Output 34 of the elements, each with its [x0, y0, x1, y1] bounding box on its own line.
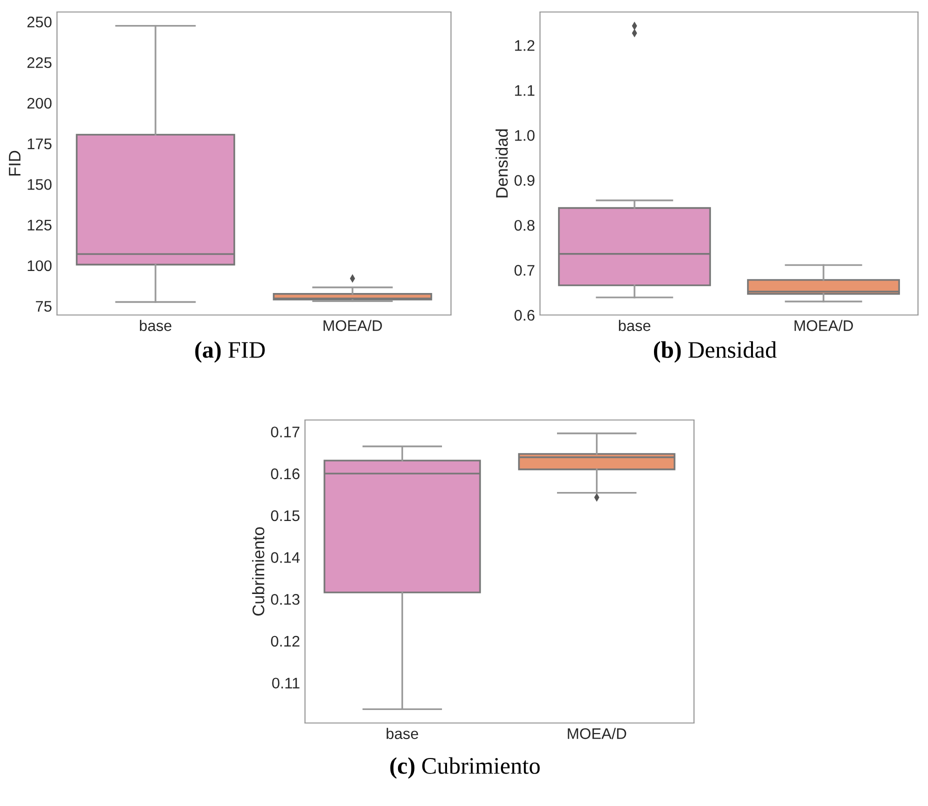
- y-tick-label: 0.7: [514, 264, 534, 276]
- x-tick-label: MOEA/D: [324, 320, 382, 332]
- y-tick-label: 225: [27, 57, 52, 68]
- x-tick-label: base: [386, 728, 418, 740]
- y-tick-label: 250: [27, 16, 52, 28]
- text: (c) Cubrimiento: [390, 757, 540, 779]
- x-tick-label: MOEA/D: [794, 320, 853, 332]
- y-tick-label: 0.17: [271, 426, 300, 438]
- y-axis-title: Densidad: [496, 129, 508, 198]
- x-tick-label: base: [140, 320, 172, 332]
- y-tick-label: 0.9: [514, 175, 534, 186]
- y-tick-label: 150: [28, 179, 52, 190]
- y-tick-label: 0.6: [514, 310, 534, 321]
- y-tick-label: 0.8: [514, 220, 534, 231]
- text: (a) FID: [195, 341, 265, 363]
- x-tick-label: base: [618, 320, 650, 332]
- x-tick-label: MOEA/D: [568, 728, 626, 740]
- y-tick-label: 175: [28, 138, 52, 150]
- y-tick-label: 1.1: [515, 85, 534, 96]
- y-axis-title: FID: [8, 150, 20, 176]
- y-tick-label: 0.14: [271, 552, 300, 563]
- y-tick-label: 0.16: [271, 468, 300, 480]
- y-tick-label: 1.2: [515, 40, 534, 51]
- y-axis-title: Cubrimiento: [252, 527, 264, 616]
- y-tick-label: 0.15: [271, 510, 300, 522]
- y-tick-label: 200: [27, 98, 52, 109]
- y-tick-label: 125: [28, 220, 52, 231]
- y-tick-label: 0.11: [272, 678, 300, 689]
- y-tick-label: 0.12: [271, 636, 300, 647]
- y-tick-label: 1.0: [515, 130, 535, 141]
- y-tick-label: 100: [28, 260, 52, 272]
- text: (b) Densidad: [654, 341, 777, 363]
- y-tick-label: 75: [36, 301, 52, 312]
- y-tick-label: 0.13: [271, 594, 300, 605]
